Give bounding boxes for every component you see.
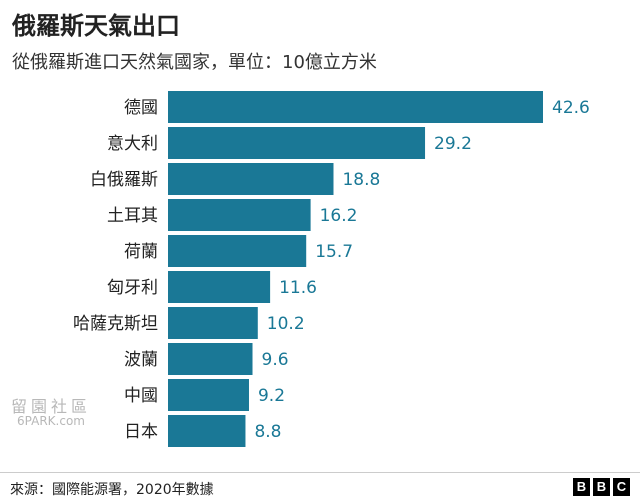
bar (168, 415, 246, 447)
value-label: 8.8 (254, 422, 281, 442)
bbc-logo-letter-1: B (573, 478, 590, 496)
bar-chart: 德國 42.6 意大利 29.2 白俄羅斯 18.8 土耳其 16.2 荷蘭 15.7 匈牙利 11.… (73, 91, 590, 447)
value-label: 9.6 (262, 350, 289, 370)
category-label: 日本 (124, 422, 158, 442)
value-label: 15.7 (315, 242, 353, 262)
value-label: 10.2 (267, 314, 305, 334)
category-label: 白俄羅斯 (90, 170, 158, 190)
bar (168, 343, 253, 375)
chart-title: 俄羅斯天氣出口 (12, 12, 180, 40)
bar (168, 91, 543, 123)
bar (168, 235, 307, 267)
category-label: 荷蘭 (124, 242, 158, 262)
category-label: 中國 (124, 386, 158, 406)
watermark-line2: 6PARK.com (17, 414, 85, 428)
value-label: 42.6 (552, 98, 590, 118)
watermark-line1: 留園社區 (10, 397, 91, 416)
bar (168, 307, 258, 339)
category-label: 意大利 (107, 134, 158, 154)
bar (168, 163, 334, 195)
value-label: 11.6 (279, 278, 317, 298)
bar (168, 127, 426, 159)
category-label: 波蘭 (124, 350, 158, 370)
bbc-logo: B B C (573, 478, 630, 496)
value-label: 29.2 (434, 134, 472, 154)
chart-subtitle: 從俄羅斯進口天然氣國家，單位：10億立方米 (12, 52, 377, 73)
source-note: 來源：國際能源署，2020年數據 (10, 482, 214, 498)
category-label: 匈牙利 (107, 278, 158, 298)
bbc-logo-letter-3: C (613, 478, 630, 496)
bar (168, 271, 271, 303)
category-label: 德國 (124, 98, 158, 118)
bbc-logo-letter-2: B (593, 478, 610, 496)
footer-divider (0, 472, 640, 473)
value-label: 9.2 (258, 386, 285, 406)
watermark: 留園社區 6PARK.com (6, 397, 96, 429)
bar (168, 199, 311, 231)
bar (168, 379, 249, 411)
value-label: 18.8 (342, 170, 380, 190)
category-label: 哈薩克斯坦 (73, 314, 158, 334)
category-label: 土耳其 (107, 206, 158, 226)
value-label: 16.2 (320, 206, 358, 226)
